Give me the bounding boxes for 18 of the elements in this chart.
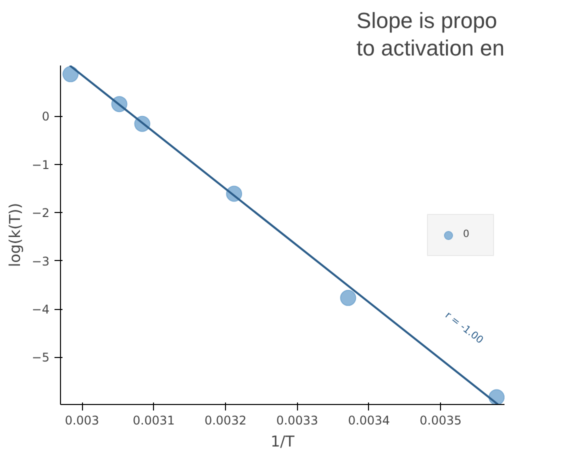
x-tick-label: 0.0035 <box>420 414 462 428</box>
x-axis-title: 1/T <box>270 432 296 450</box>
point <box>62 66 79 82</box>
x-tick-label: 0.0034 <box>348 414 390 428</box>
chart-title: Slope is propo to activation en <box>356 8 504 60</box>
y-axis-title: log(k(T)) <box>6 202 24 268</box>
legend-label: 0 <box>463 229 470 240</box>
x-tick-label: 0.0032 <box>204 414 246 428</box>
y-tick-label: −1 <box>32 158 50 172</box>
x-tick-label: 0.0033 <box>276 414 318 428</box>
y-tick-label: −2 <box>32 206 50 220</box>
point <box>340 290 356 306</box>
y-tick-label: −3 <box>32 254 50 268</box>
x-tick-label: 0.003 <box>64 414 100 428</box>
y-tick-label: 0 <box>42 110 50 124</box>
x-tick-label: 0.0031 <box>132 414 175 428</box>
y-tick-label: −5 <box>32 350 50 365</box>
y-tick-label: −4 <box>32 302 50 317</box>
